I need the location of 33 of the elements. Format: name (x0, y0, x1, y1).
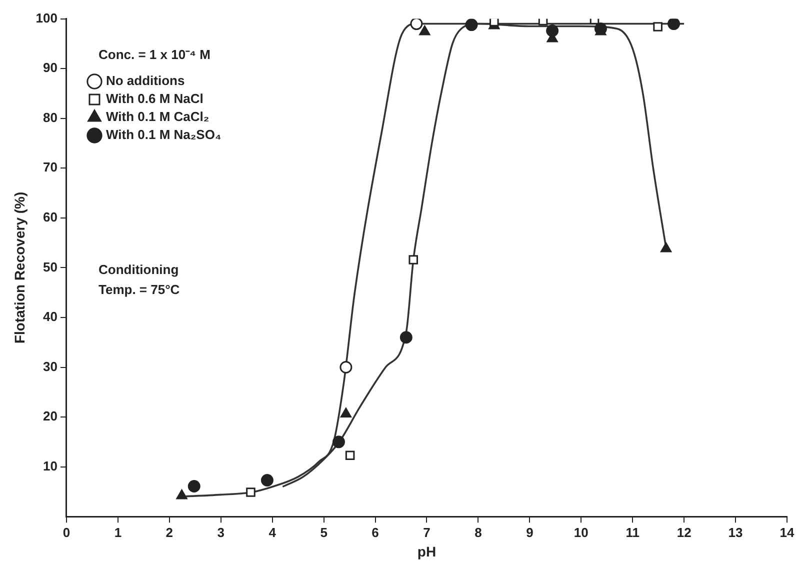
x-tick-label: 11 (626, 524, 640, 540)
annotation: Conditioning Temp. = 75°C (98, 262, 180, 297)
y-tick-label: 70 (43, 160, 58, 175)
y-tick-label: 80 (43, 110, 58, 125)
y-tick-label: 100 (36, 10, 58, 26)
x-tick-label: 6 (372, 524, 379, 540)
x-tick-label: 3 (217, 524, 224, 540)
x-tick-label: 0 (62, 524, 70, 540)
y-tick-label: 20 (43, 408, 58, 424)
x-tick-label: 12 (676, 524, 692, 540)
legend-label: With 0.1 M Na₂SO₄ (106, 127, 222, 142)
x-tick-label: 5 (320, 524, 328, 540)
legend-label: With 0.6 M NaCl (106, 91, 204, 106)
y-tick-label: 30 (43, 358, 58, 374)
x-tick-label: 10 (574, 524, 588, 540)
x-tick-label: 14 (780, 524, 795, 540)
y-tick-label: 50 (43, 259, 58, 274)
y-tick-label: 10 (43, 458, 58, 474)
y-tick-label: 40 (43, 309, 58, 324)
x-axis-title: pH (417, 543, 436, 560)
x-tick-label: 2 (166, 524, 174, 540)
x-tick-label: 9 (526, 524, 534, 540)
y-tick-label: 90 (43, 60, 58, 76)
x-tick-label: 7 (423, 524, 430, 540)
x-tick-label: 1 (114, 524, 122, 540)
x-tick-label: 13 (728, 524, 743, 540)
legend-label: With 0.1 M CaCl₂ (106, 109, 210, 124)
x-tick-label: 8 (474, 524, 482, 540)
annotation: Conc. = 1 x 10⁻⁴ M (98, 46, 210, 62)
y-tick-label: 60 (43, 210, 58, 224)
y-axis-title: Flotation Recovery (%) (11, 192, 28, 344)
x-tick-label: 4 (268, 524, 277, 540)
legend-label: No additions (106, 73, 185, 88)
